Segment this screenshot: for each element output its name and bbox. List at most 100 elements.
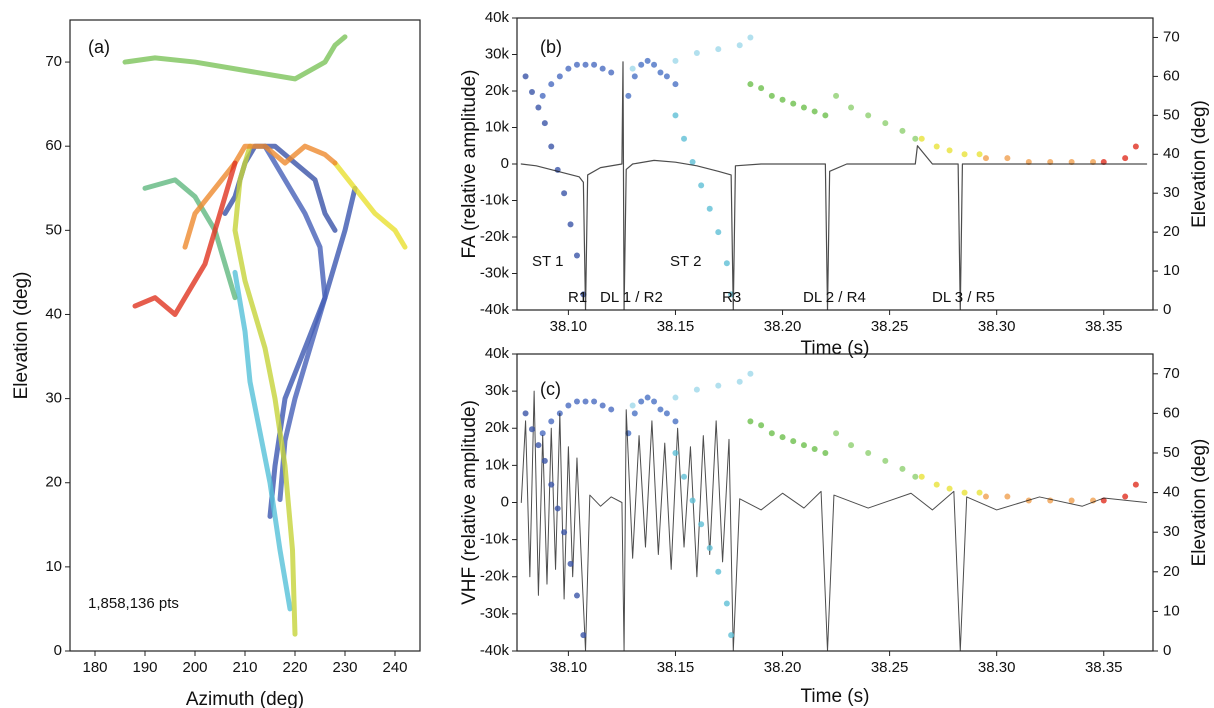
y-tick-label: -10k [480, 191, 510, 208]
elevation-point [573, 398, 580, 405]
x-axis-label: Time (s) [801, 338, 870, 359]
y2-tick-label: 40 [1163, 145, 1180, 162]
elevation-point [833, 430, 840, 437]
elevation-point [582, 398, 589, 405]
y-tick-label: 20k [485, 82, 510, 99]
elevation-point [800, 442, 807, 449]
x-tick-label: 38.35 [1085, 659, 1123, 676]
y2-tick-label: 20 [1163, 563, 1180, 580]
annotation: (c) [540, 379, 561, 399]
elevation-point [631, 73, 638, 80]
elevation-point [681, 135, 688, 142]
y-tick-label: 10k [485, 118, 510, 135]
plot-area [520, 370, 1148, 651]
x-tick-label: 38.10 [550, 659, 588, 676]
elevation-point [706, 205, 713, 212]
elevation-point [715, 382, 722, 389]
elevation-point [698, 521, 705, 528]
x-tick-label: 38.30 [978, 659, 1016, 676]
elevation-point [933, 481, 940, 488]
elevation-point [608, 406, 615, 413]
annotation: ST 2 [670, 253, 701, 270]
elevation-point [848, 442, 855, 449]
elevation-point [882, 120, 889, 127]
y-tick-label: 70 [45, 53, 62, 70]
elevation-point [1132, 481, 1139, 488]
elevation-point [723, 600, 730, 607]
elevation-point [539, 430, 546, 437]
x-tick-label: 200 [182, 659, 207, 676]
y2-tick-label: 70 [1163, 28, 1180, 45]
elevation-point [822, 112, 829, 119]
x-tick-label: 210 [232, 659, 257, 676]
y2-tick-label: 30 [1163, 523, 1180, 540]
elevation-point [556, 73, 563, 80]
elevation-point [736, 378, 743, 385]
elevation-point [672, 81, 679, 88]
annotation: (a) [88, 37, 110, 57]
plot-area [122, 34, 408, 637]
elevation-point [899, 465, 906, 472]
elevation-point [539, 92, 546, 99]
y-axis-label: FA (relative amplitude) [459, 69, 480, 258]
series-line [262, 143, 328, 503]
y2-tick-label: 20 [1163, 223, 1180, 240]
elevation-point [657, 406, 664, 413]
elevation-point [747, 34, 754, 41]
x-tick-label: 220 [282, 659, 307, 676]
elevation-point [565, 65, 572, 72]
elevation-point [629, 402, 636, 409]
elevation-point [833, 92, 840, 99]
elevation-point [528, 88, 535, 95]
x-tick-label: 38.15 [657, 659, 695, 676]
x-tick-label: 38.10 [550, 318, 588, 335]
elevation-point [672, 112, 679, 119]
elevation-point [768, 92, 775, 99]
elevation-point [1068, 497, 1075, 504]
elevation-point [961, 489, 968, 496]
elevation-point [758, 422, 765, 429]
elevation-point [591, 61, 598, 68]
elevation-point [961, 151, 968, 158]
elevation-point [912, 473, 919, 480]
y-tick-label: 40k [485, 345, 510, 362]
annotation: DL 3 / R5 [932, 289, 995, 306]
y2-tick-label: 70 [1163, 365, 1180, 382]
elevation-point [976, 489, 983, 496]
y-tick-label: 40k [485, 9, 510, 26]
elevation-point [779, 434, 786, 441]
elevation-point [728, 632, 735, 639]
elevation-point [693, 50, 700, 57]
elevation-point [567, 221, 574, 228]
x-tick-label: 38.30 [978, 318, 1016, 335]
elevation-point [672, 450, 679, 456]
annotation: 1,858,136 pts [88, 595, 179, 612]
elevation-point [548, 481, 555, 488]
elevation-point [631, 410, 638, 417]
series-line [520, 61, 1148, 310]
y-tick-label: 30k [485, 382, 510, 399]
elevation-point [790, 438, 797, 445]
elevation-point [573, 592, 580, 599]
x-axis-label: Azimuth (deg) [186, 689, 304, 708]
x-tick-label: 38.20 [764, 318, 802, 335]
annotation: (b) [540, 37, 562, 57]
elevation-point [535, 442, 542, 449]
elevation-point [899, 127, 906, 134]
elevation-point [535, 104, 542, 111]
elevation-point [681, 473, 688, 480]
elevation-point [848, 104, 855, 111]
elevation-point [747, 81, 754, 88]
annotation: DL 1 / R2 [600, 289, 663, 306]
elevation-point [561, 190, 568, 197]
elevation-point [715, 46, 722, 53]
elevation-point [629, 65, 636, 72]
y2-tick-label: 10 [1163, 262, 1180, 279]
y-tick-label: 30k [485, 45, 510, 62]
elevation-point [822, 450, 829, 456]
x-tick-label: 38.35 [1085, 318, 1123, 335]
elevation-point [933, 143, 940, 150]
elevation-point [651, 61, 658, 68]
elevation-point [672, 57, 679, 64]
elevation-point [672, 394, 679, 401]
